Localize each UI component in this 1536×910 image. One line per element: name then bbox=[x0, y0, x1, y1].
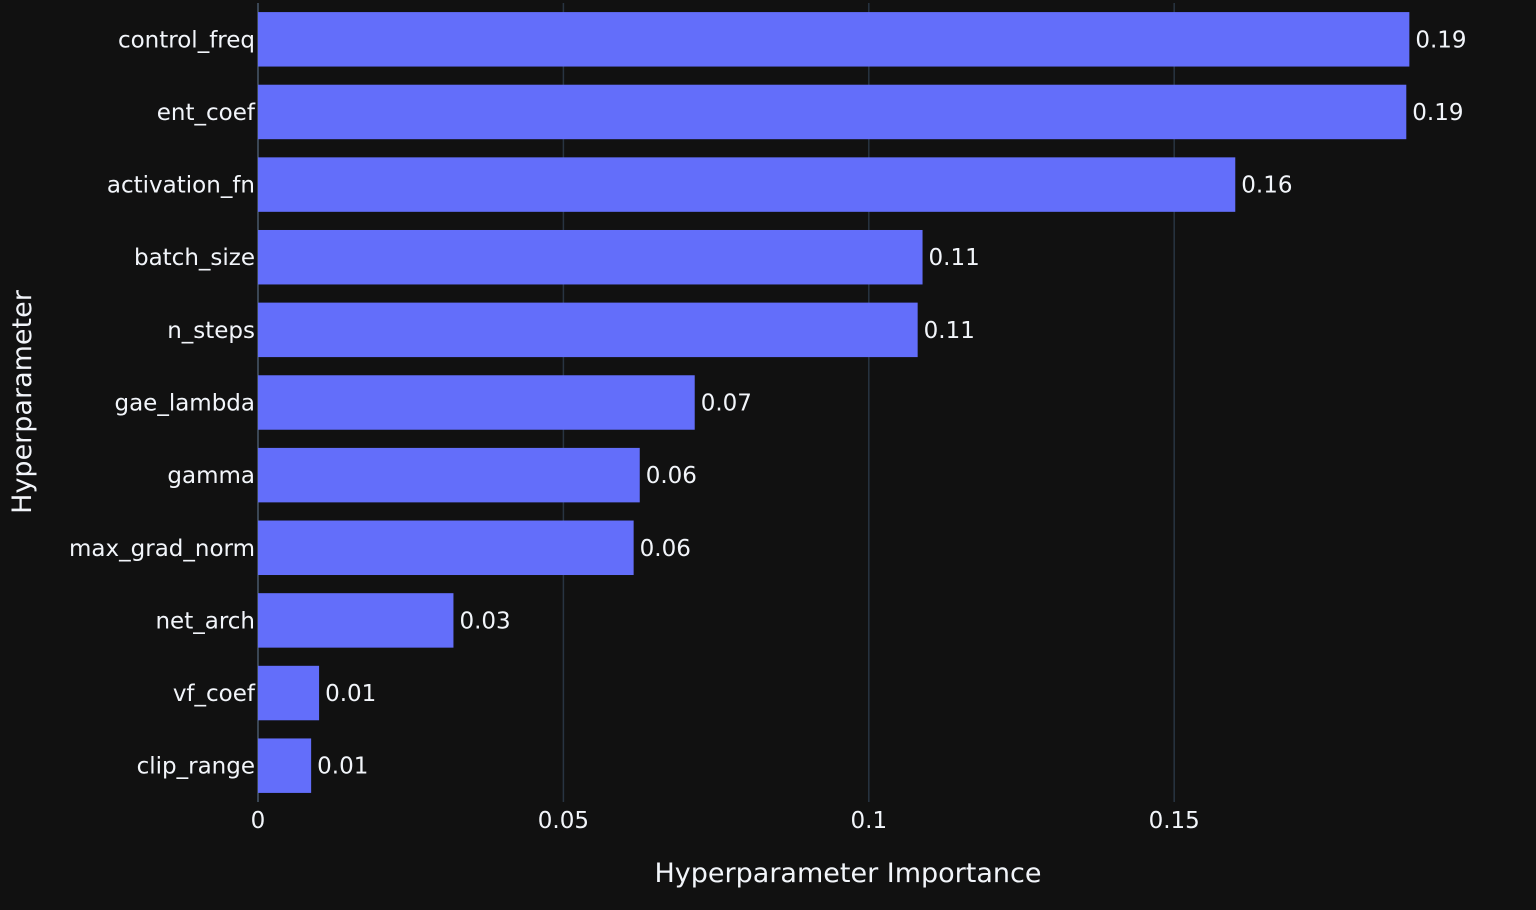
x-tick-labels: 0 0.05 0.1 0.15 bbox=[251, 808, 1200, 834]
y-category-label: n_steps bbox=[167, 318, 255, 344]
bar-batch-size[interactable] bbox=[258, 229, 923, 285]
bar-control-freq[interactable] bbox=[258, 12, 1410, 67]
bars bbox=[258, 12, 1410, 793]
bar-activation-fn[interactable] bbox=[258, 157, 1236, 212]
bar-n-steps[interactable] bbox=[258, 302, 918, 358]
x-tick-label: 0.1 bbox=[851, 808, 888, 834]
y-category-label: batch_size bbox=[134, 245, 255, 271]
value-label: 0.03 bbox=[459, 608, 510, 634]
value-label: 0.19 bbox=[1412, 100, 1463, 126]
bar-gamma[interactable] bbox=[258, 447, 640, 503]
y-category-labels: control_freq ent_coef activation_fn batch_s… bbox=[69, 27, 256, 779]
value-label: 0.11 bbox=[924, 318, 975, 344]
value-label: 0.11 bbox=[929, 245, 980, 271]
value-label: 0.16 bbox=[1241, 173, 1292, 199]
x-axis-title: Hyperparameter Importance bbox=[655, 858, 1042, 889]
x-tick-label: 0.15 bbox=[1149, 808, 1200, 834]
value-label: 0.19 bbox=[1415, 27, 1466, 53]
bar-vf-coef[interactable] bbox=[258, 665, 320, 721]
value-label: 0.06 bbox=[646, 463, 697, 489]
bar-clip-range[interactable] bbox=[258, 738, 312, 793]
value-label: 0.06 bbox=[640, 536, 691, 562]
y-category-label: max_grad_norm bbox=[69, 536, 255, 562]
x-tick-label: 0.05 bbox=[538, 808, 589, 834]
y-category-label: activation_fn bbox=[107, 173, 255, 199]
y-category-label: ent_coef bbox=[157, 100, 256, 126]
y-category-label: gamma bbox=[167, 463, 255, 489]
value-label: 0.07 bbox=[701, 391, 752, 417]
y-category-label: control_freq bbox=[118, 27, 255, 53]
bar-gae-lambda[interactable] bbox=[258, 375, 695, 430]
value-label: 0.01 bbox=[325, 681, 376, 707]
bar-max-grad-norm[interactable] bbox=[258, 520, 634, 576]
y-category-label: gae_lambda bbox=[114, 391, 255, 417]
y-category-label: clip_range bbox=[137, 754, 255, 780]
value-labels: 0.19 0.19 0.16 0.11 0.11 0.07 0.06 0.06 0.03 0.01… bbox=[317, 27, 1466, 779]
y-axis-title: Hyperparameter bbox=[7, 289, 38, 514]
y-category-label: net_arch bbox=[155, 608, 255, 634]
x-tick-label: 0 bbox=[251, 808, 266, 834]
value-label: 0.01 bbox=[317, 754, 368, 780]
bar-ent-coef[interactable] bbox=[258, 84, 1407, 140]
y-category-label: vf_coef bbox=[173, 681, 256, 707]
bar-net-arch[interactable] bbox=[258, 593, 454, 648]
